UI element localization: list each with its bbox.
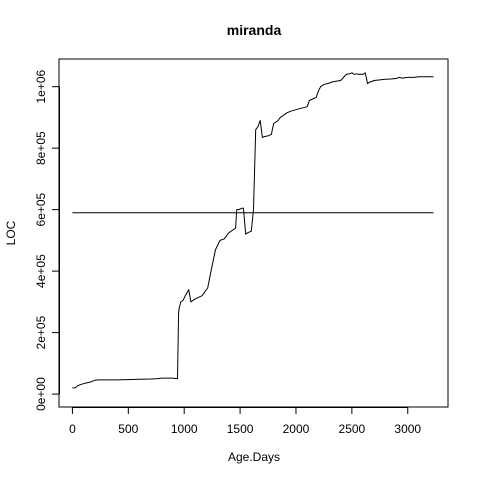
y-tick-label: 1e+06 bbox=[34, 69, 48, 103]
chart-title: miranda bbox=[227, 22, 282, 38]
x-tick-label: 1000 bbox=[171, 422, 198, 436]
x-tick-label: 1500 bbox=[227, 422, 254, 436]
y-tick-label: 0e+00 bbox=[34, 377, 48, 411]
y-axis-label: LOC bbox=[4, 220, 18, 245]
x-tick-label: 3000 bbox=[394, 422, 421, 436]
x-tick-label: 500 bbox=[118, 422, 138, 436]
series-layer bbox=[72, 72, 434, 389]
y-tick-label: 2e+05 bbox=[34, 315, 48, 349]
y-tick-label: 6e+05 bbox=[34, 192, 48, 226]
x-axis: 0 500 1000 1500 2000 2500 3000 bbox=[69, 407, 421, 436]
x-tick-label: 2500 bbox=[339, 422, 366, 436]
x-axis-label: Age.Days bbox=[228, 450, 280, 464]
x-tick-label: 0 bbox=[69, 422, 76, 436]
loc-series-line bbox=[72, 72, 434, 389]
y-tick-label: 4e+05 bbox=[34, 254, 48, 288]
y-tick-label: 8e+05 bbox=[34, 131, 48, 165]
x-tick-label: 2000 bbox=[283, 422, 310, 436]
y-axis: 0e+00 2e+05 4e+05 6e+05 8e+05 1e+06 bbox=[34, 69, 60, 411]
